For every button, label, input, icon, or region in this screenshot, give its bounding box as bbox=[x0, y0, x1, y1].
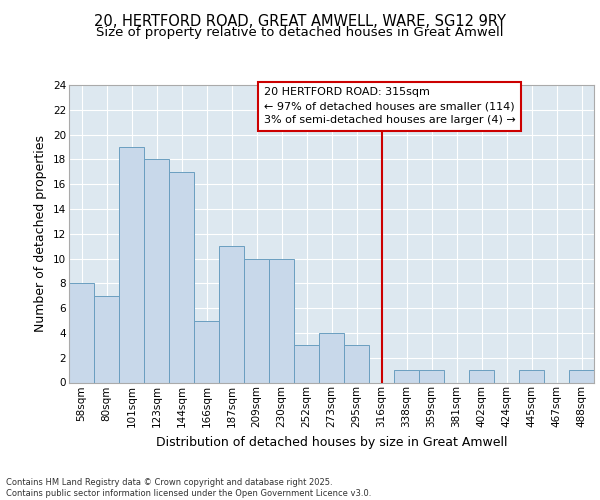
Bar bbox=[394, 370, 419, 382]
Bar bbox=[244, 258, 269, 382]
X-axis label: Distribution of detached houses by size in Great Amwell: Distribution of detached houses by size … bbox=[156, 436, 507, 448]
Text: Size of property relative to detached houses in Great Amwell: Size of property relative to detached ho… bbox=[96, 26, 504, 39]
Bar bbox=[269, 258, 294, 382]
Bar bbox=[294, 346, 319, 383]
Bar bbox=[419, 370, 444, 382]
Bar bbox=[194, 320, 219, 382]
Text: Contains HM Land Registry data © Crown copyright and database right 2025.
Contai: Contains HM Land Registry data © Crown c… bbox=[6, 478, 371, 498]
Bar bbox=[169, 172, 194, 382]
Bar bbox=[219, 246, 244, 382]
Text: 20, HERTFORD ROAD, GREAT AMWELL, WARE, SG12 9RY: 20, HERTFORD ROAD, GREAT AMWELL, WARE, S… bbox=[94, 14, 506, 29]
Bar bbox=[119, 147, 144, 382]
Bar bbox=[144, 160, 169, 382]
Bar bbox=[319, 333, 344, 382]
Bar bbox=[469, 370, 494, 382]
Bar bbox=[344, 346, 369, 383]
Text: 20 HERTFORD ROAD: 315sqm
← 97% of detached houses are smaller (114)
3% of semi-d: 20 HERTFORD ROAD: 315sqm ← 97% of detach… bbox=[264, 88, 516, 126]
Y-axis label: Number of detached properties: Number of detached properties bbox=[34, 135, 47, 332]
Bar bbox=[519, 370, 544, 382]
Bar bbox=[94, 296, 119, 382]
Bar bbox=[569, 370, 594, 382]
Bar bbox=[69, 284, 94, 382]
